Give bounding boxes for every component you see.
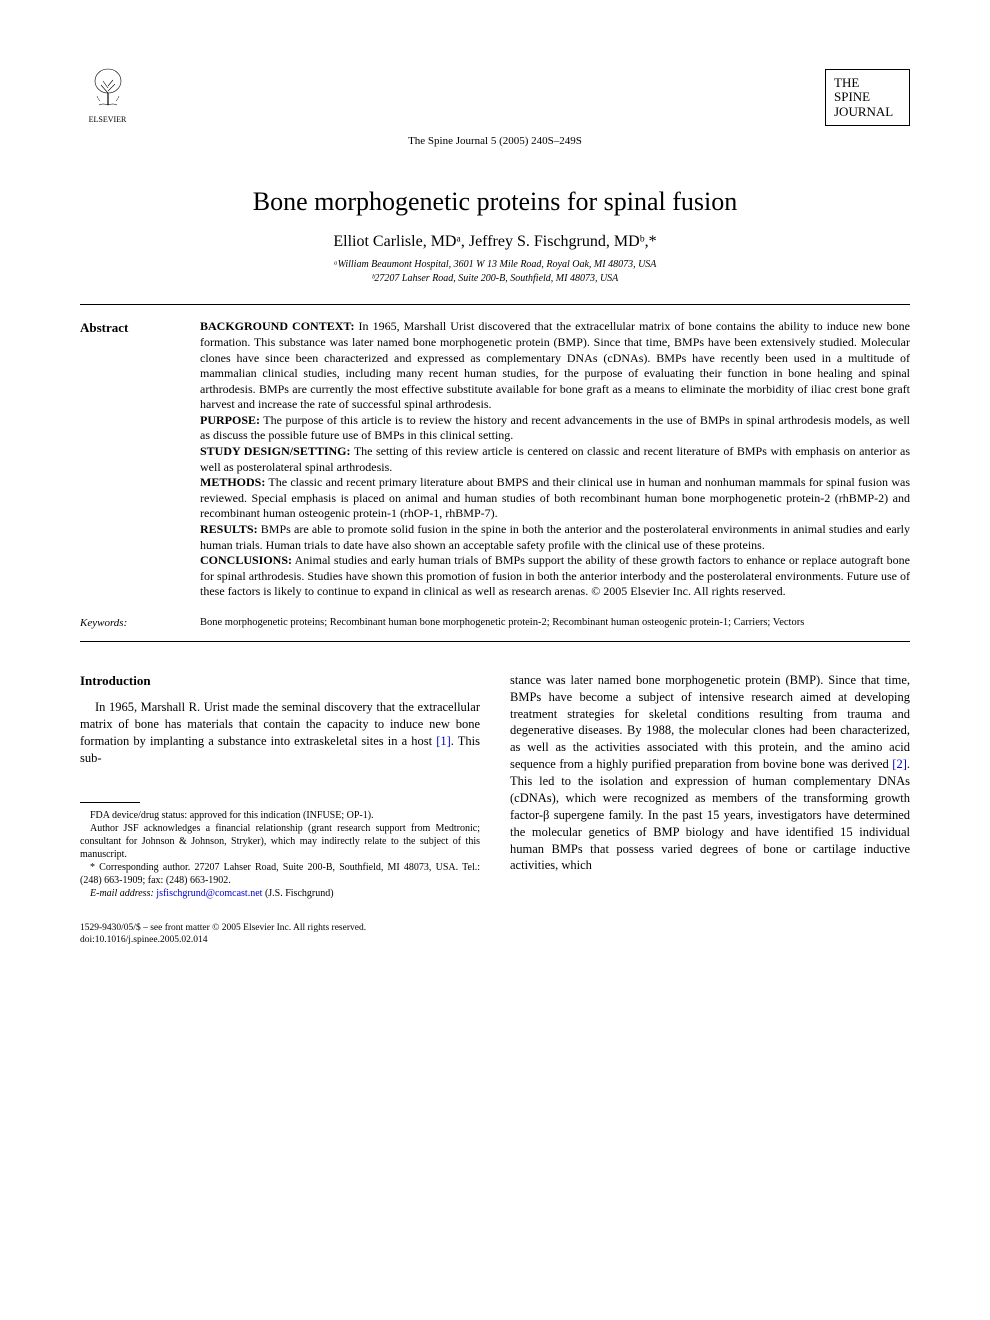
introduction-heading: Introduction bbox=[80, 672, 480, 690]
journal-logo-line1: THE bbox=[834, 76, 901, 90]
affiliation-b: ᵇ27207 Lahser Road, Suite 200-B, Southfi… bbox=[80, 272, 910, 286]
email-link[interactable]: jsfischgrund@comcast.net bbox=[156, 888, 262, 899]
body-column-left: Introduction In 1965, Marshall R. Urist … bbox=[80, 672, 480, 900]
intro-para-left: In 1965, Marshall R. Urist made the semi… bbox=[80, 699, 480, 767]
authors: Elliot Carlisle, MDᵃ, Jeffrey S. Fischgr… bbox=[80, 231, 910, 253]
elsevier-logo: ELSEVIER bbox=[80, 60, 135, 126]
abstract-content: BACKGROUND CONTEXT: In 1965, Marshall Ur… bbox=[200, 319, 910, 600]
purpose-label: PURPOSE: bbox=[200, 413, 260, 427]
keywords-label: Keywords: bbox=[80, 616, 200, 631]
intro-text-2: stance was later named bone morphogeneti… bbox=[510, 673, 910, 771]
footnotes: FDA device/drug status: approved for thi… bbox=[80, 809, 480, 900]
affiliation-a: ᵃWilliam Beaumont Hospital, 3601 W 13 Mi… bbox=[80, 258, 910, 272]
footnote-email-line: E-mail address: jsfischgrund@comcast.net… bbox=[80, 887, 480, 900]
keywords-block: Keywords: Bone morphogenetic proteins; R… bbox=[80, 610, 910, 641]
results-label: RESULTS: bbox=[200, 522, 258, 536]
keywords-text: Bone morphogenetic proteins; Recombinant… bbox=[200, 616, 910, 631]
conclusions-label: CONCLUSIONS: bbox=[200, 553, 292, 567]
elsevier-tree-icon bbox=[80, 60, 135, 115]
conclusions-text: Animal studies and early human trials of… bbox=[200, 553, 910, 598]
abstract-block: Abstract BACKGROUND CONTEXT: In 1965, Ma… bbox=[80, 305, 910, 610]
body-columns: Introduction In 1965, Marshall R. Urist … bbox=[80, 672, 910, 900]
intro-text-2b: . This led to the isolation and expressi… bbox=[510, 757, 910, 872]
footnote-author: Author JSF acknowledges a financial rela… bbox=[80, 822, 480, 861]
intro-para-right: stance was later named bone morphogeneti… bbox=[510, 672, 910, 875]
journal-logo-line2: SPINE bbox=[834, 90, 901, 104]
article-title: Bone morphogenetic proteins for spinal f… bbox=[80, 184, 910, 219]
ref-link-1[interactable]: [1] bbox=[436, 734, 451, 748]
journal-logo-line3: JOURNAL bbox=[834, 105, 901, 119]
abstract-label: Abstract bbox=[80, 319, 200, 600]
body-column-right: stance was later named bone morphogeneti… bbox=[510, 672, 910, 900]
email-label: E-mail address: bbox=[90, 888, 156, 899]
journal-reference: The Spine Journal 5 (2005) 240S–249S bbox=[80, 134, 910, 149]
email-after: (J.S. Fischgrund) bbox=[262, 888, 333, 899]
affiliations: ᵃWilliam Beaumont Hospital, 3601 W 13 Mi… bbox=[80, 258, 910, 286]
issn-line: 1529-9430/05/$ – see front matter © 2005… bbox=[80, 922, 910, 934]
doi-line: doi:10.1016/j.spinee.2005.02.014 bbox=[80, 934, 910, 946]
header-row: ELSEVIER THE SPINE JOURNAL bbox=[80, 60, 910, 126]
background-label: BACKGROUND CONTEXT: bbox=[200, 319, 355, 333]
ref-link-2[interactable]: [2] bbox=[892, 757, 907, 771]
results-text: BMPs are able to promote solid fusion in… bbox=[200, 522, 910, 552]
footnote-separator bbox=[80, 802, 140, 803]
journal-logo: THE SPINE JOURNAL bbox=[825, 69, 910, 126]
footnote-corresponding: * Corresponding author. 27207 Lahser Roa… bbox=[80, 861, 480, 887]
purpose-text: The purpose of this article is to review… bbox=[200, 413, 910, 443]
methods-text: The classic and recent primary literatur… bbox=[200, 475, 910, 520]
bottom-info: 1529-9430/05/$ – see front matter © 2005… bbox=[80, 922, 910, 947]
publisher-name: ELSEVIER bbox=[89, 115, 127, 126]
design-label: STUDY DESIGN/SETTING: bbox=[200, 444, 351, 458]
methods-label: METHODS: bbox=[200, 475, 265, 489]
footnote-fda: FDA device/drug status: approved for thi… bbox=[80, 809, 480, 822]
divider-bottom bbox=[80, 641, 910, 642]
intro-text-1: In 1965, Marshall R. Urist made the semi… bbox=[80, 700, 480, 748]
